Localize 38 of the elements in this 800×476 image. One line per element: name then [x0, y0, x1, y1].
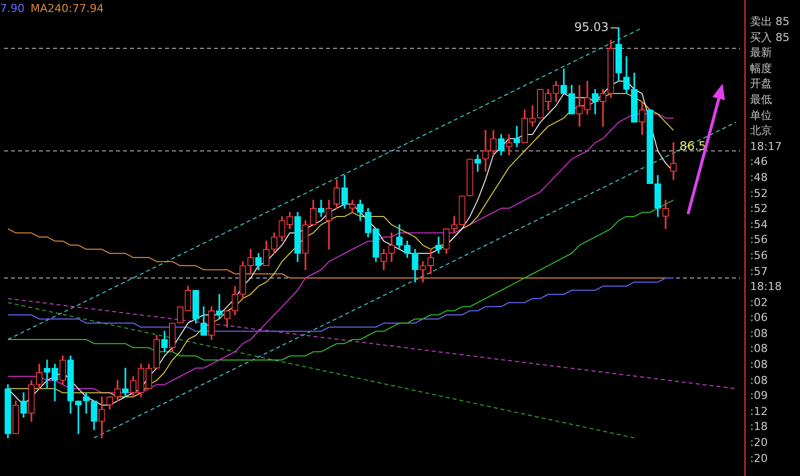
- text: :08: [750, 372, 769, 388]
- text: :06: [750, 310, 769, 326]
- text: 单位: [750, 108, 773, 124]
- text: :20: [750, 450, 769, 466]
- text: :02: [750, 294, 769, 310]
- text: 最新: [750, 45, 773, 61]
- text: 买入 85: [750, 30, 790, 46]
- text: 开盘: [750, 76, 773, 92]
- text: 7.90: [0, 2, 24, 14]
- text: :09: [750, 388, 769, 404]
- text: 北京: [750, 123, 773, 139]
- candlestick: [44, 360, 50, 390]
- text: :54: [750, 216, 769, 232]
- text: :08: [750, 341, 769, 358]
- text: :48: [750, 170, 769, 186]
- text: 最低: [750, 92, 773, 108]
- text: 18:18: [750, 279, 783, 295]
- candlestick: [670, 142, 677, 180]
- candlestick: [506, 134, 512, 156]
- text: :08: [750, 357, 769, 373]
- text: 卖出 85: [750, 14, 790, 30]
- candlestick: [600, 89, 606, 127]
- text: :08: [750, 326, 769, 342]
- text: :18: [750, 419, 769, 436]
- text: MA240:77.94: [30, 2, 104, 14]
- text: :57: [750, 264, 769, 280]
- text: :20: [750, 435, 769, 451]
- text: :12: [750, 404, 769, 420]
- text: :56: [750, 232, 769, 248]
- text: :52: [750, 201, 769, 217]
- text: :56: [750, 248, 769, 264]
- text: :46: [750, 154, 769, 170]
- text: 幅度: [750, 60, 773, 76]
- annotation: 95.03: [574, 20, 609, 34]
- text: :52: [750, 186, 769, 202]
- text: 18:17: [750, 138, 783, 154]
- candlestick: [482, 130, 489, 172]
- annotation: 86.5: [679, 139, 706, 154]
